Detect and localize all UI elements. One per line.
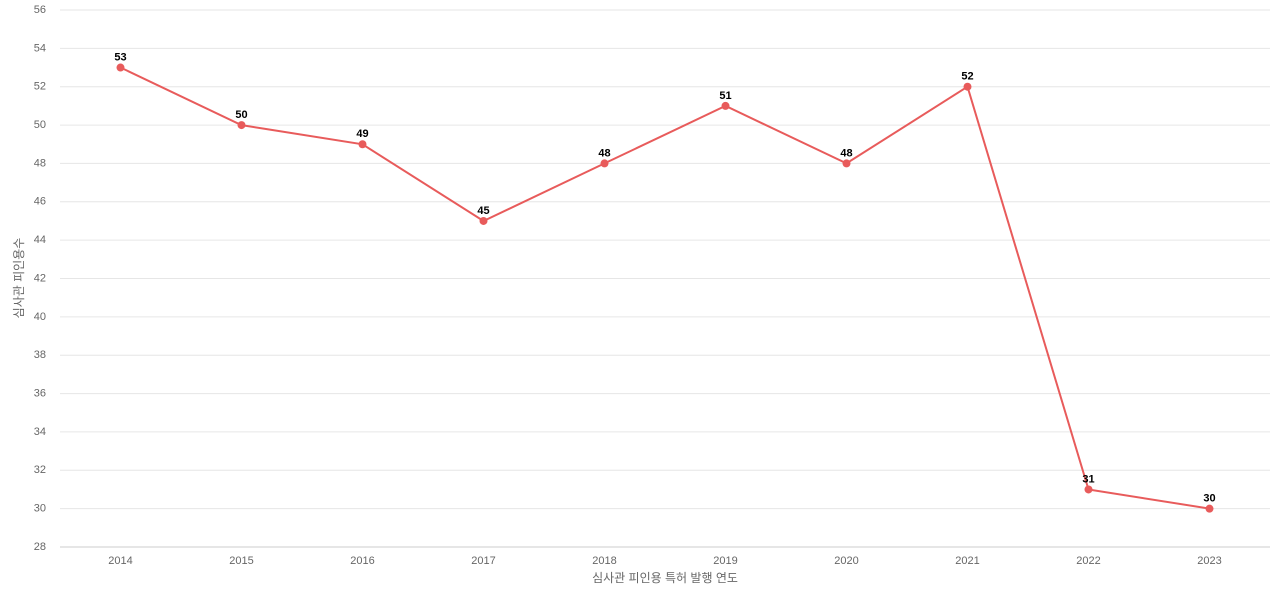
y-tick-label: 44	[34, 234, 46, 246]
point	[600, 159, 609, 168]
y-tick-label: 54	[34, 42, 46, 54]
x-tick-label: 2018	[592, 555, 616, 567]
x-tick-label: 2019	[713, 555, 737, 567]
y-tick-label: 28	[34, 541, 46, 553]
value-label: 53	[114, 51, 126, 63]
x-tick-label: 2016	[350, 555, 374, 567]
y-tick-label: 34	[34, 426, 46, 438]
value-label: 45	[477, 205, 489, 217]
y-tick-label: 48	[34, 157, 46, 169]
x-tick-label: 2022	[1076, 555, 1100, 567]
value-label: 31	[1082, 473, 1094, 485]
point	[1084, 485, 1093, 494]
y-tick-label: 30	[34, 503, 46, 515]
y-tick-label: 46	[34, 196, 46, 208]
y-tick-label: 36	[34, 387, 46, 399]
x-tick-label: 2020	[834, 555, 858, 567]
x-tick-label: 2014	[108, 555, 132, 567]
point	[358, 140, 367, 149]
point	[1205, 504, 1214, 513]
x-tick-label: 2015	[229, 555, 253, 567]
y-tick-label: 32	[34, 464, 46, 476]
x-tick-label: 2023	[1197, 555, 1221, 567]
value-label: 50	[235, 109, 247, 121]
point	[116, 63, 125, 72]
y-tick-label: 42	[34, 272, 46, 284]
y-tick-label: 56	[34, 4, 46, 16]
y-axis-title: 심사관 피인용수	[12, 238, 26, 319]
x-axis-title: 심사관 피인용 특허 발행 연도	[592, 570, 738, 585]
point	[721, 101, 730, 110]
point	[842, 159, 851, 168]
x-tick-label: 2021	[955, 555, 979, 567]
value-label: 48	[598, 147, 610, 159]
value-label: 52	[961, 71, 973, 83]
value-label: 51	[719, 90, 731, 102]
point	[237, 121, 246, 130]
point	[479, 216, 488, 225]
point	[963, 82, 972, 91]
value-label: 49	[356, 128, 368, 140]
y-tick-label: 38	[34, 349, 46, 361]
y-tick-label: 52	[34, 81, 46, 93]
value-label: 30	[1203, 493, 1215, 505]
line	[120, 66, 1210, 510]
y-tick-label: 40	[34, 311, 46, 323]
y-tick-label: 50	[34, 119, 46, 131]
x-tick-label: 2017	[471, 555, 495, 567]
value-label: 48	[840, 147, 852, 159]
